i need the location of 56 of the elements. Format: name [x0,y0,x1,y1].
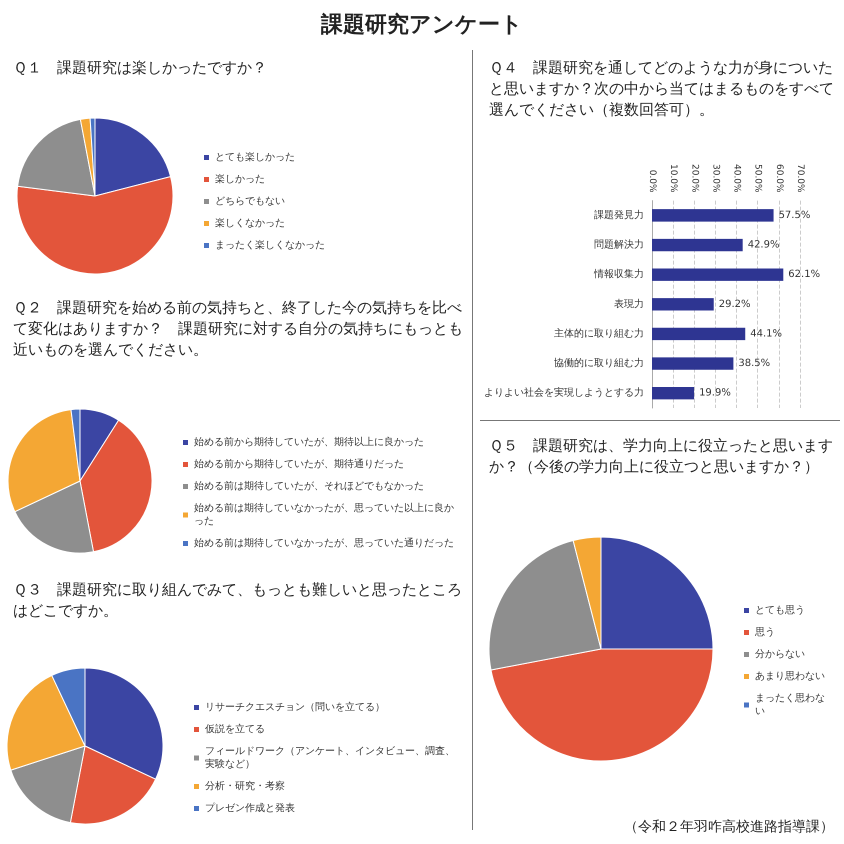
y-tick-label: 課題発見力 [594,208,644,221]
bar [652,298,714,311]
legend-label: 分からない [755,648,805,660]
legend-label: 始める前は期待していなかったが、思っていた通りだった [194,537,454,549]
y-tick-label: 情報収集力 [593,268,644,280]
legend-label: 楽しくなかった [215,217,285,229]
y-tick-label: 協働的に取り組む力 [554,357,644,370]
bar [652,209,774,222]
legend-label: 始める前から期待していたが、期待以上に良かった [194,436,424,448]
legend-label: どちらでもない [215,196,285,207]
legend-label: 分析・研究・考察 [205,780,285,792]
data-label: 62.1% [788,269,820,280]
x-tick-label: 60.0% [774,164,784,194]
chart-title: Ｑ５ 課題研究は、学力向上に役立ったと思いますか？（今後の学力向上に役立つと思いますか？） [489,436,833,476]
legend-label: 始める前は期待していなかったが、思っていた以上に良かった [194,502,454,527]
x-tick-label: 20.0% [689,164,700,194]
x-tick-label: 30.0% [710,164,720,194]
legend-label: 仮説を立てる [205,723,265,735]
chart-title: Ｑ４ 課題研究を通してどのような力が身についたと思いますか？次の中から当てはまるものをすべて選んでください（複数回答可）。 [489,58,834,118]
legend-label: リサーチクエスチョン（問いを立てる） [205,701,385,713]
bar [652,328,746,340]
x-tick-label: 50.0% [752,164,763,194]
legend-label: あまり思わない [755,671,825,682]
legend-label: プレゼン作成と発表 [205,802,295,814]
text: （令和２年羽咋高校進路指導課） [624,819,834,835]
data-label: 38.5% [738,358,770,370]
legend-label: まったく楽しくなかった [215,239,325,251]
legend-label: まったく思わない [755,693,825,717]
x-tick-label: 40.0% [732,164,742,194]
bar [652,357,734,370]
legend-label: フィールドワーク（アンケート、インタビュー、調査、実験など） [205,745,455,770]
data-label: 29.2% [718,298,751,310]
data-label: 44.1% [750,328,782,340]
x-tick-label: 70.0% [795,164,805,194]
legend-label: とても楽しかった [215,151,295,163]
legend-label: とても思う [755,605,805,616]
legend-label: 思う [754,627,775,638]
y-tick-label: 問題解決力 [594,238,644,251]
y-tick-label: よりよい社会を実現しようとする力 [484,386,644,399]
y-tick-label: 表現力 [614,298,644,310]
data-label: 42.9% [748,240,780,251]
legend-label: 始める前から期待していたが、期待通りだった [194,458,404,470]
data-label: 19.9% [699,388,731,399]
legend-label: 始める前は期待していたが、それほどでもなかった [194,480,424,492]
x-tick-label: 10.0% [668,164,678,194]
bar [652,238,743,252]
bar [652,386,694,400]
y-tick-label: 主体的に取り組む力 [554,327,644,340]
data-label: 57.5% [778,210,810,221]
text: 課題研究アンケート [320,12,523,38]
x-tick-label: 0.0% [647,170,657,194]
chart-title: Ｑ２ 課題研究を始める前の気持ちと、終了した今の気持ちを比べて変化はありますか？ 課題研究に対する自分の気持ちにもっとも近いものを選んでください。 [13,298,463,358]
bar [652,268,784,281]
legend-label: 楽しかった [215,173,265,185]
chart-title: Ｑ１ 課題研究は楽しかったですか？ [13,58,267,76]
chart-title: Ｑ３ 課題研究に取り組んでみて、もっとも難しいと思ったところはどこですか。 [13,580,462,620]
